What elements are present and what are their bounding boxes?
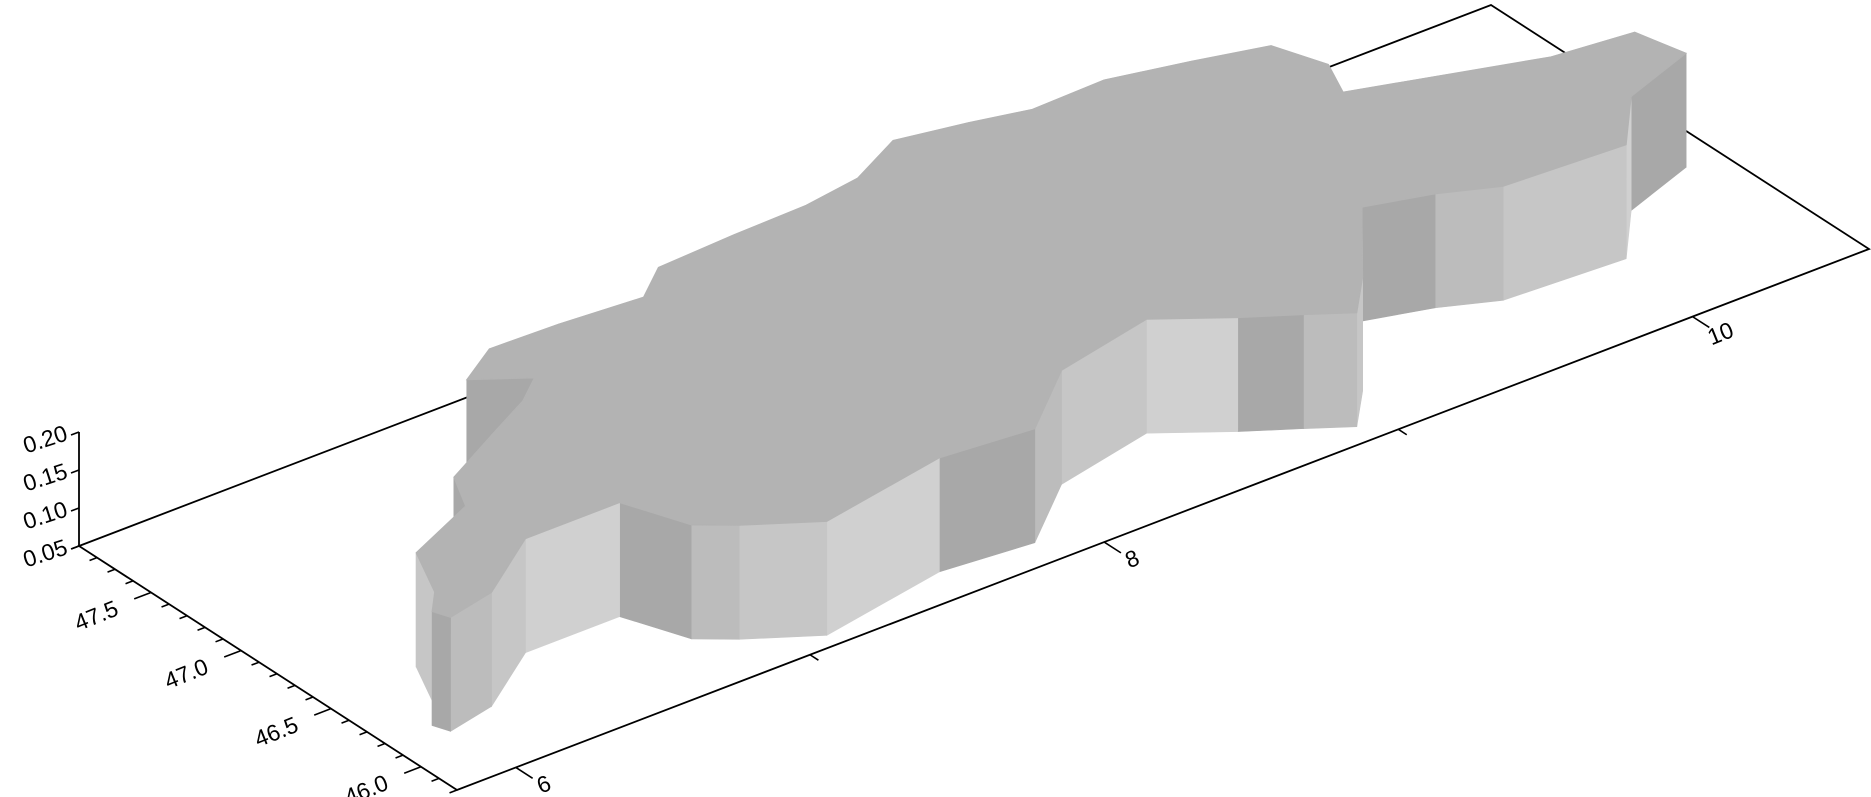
y-minor-tick <box>305 696 314 701</box>
y-minor-tick <box>395 754 404 759</box>
y-minor-tick <box>179 614 188 620</box>
y-minor-tick <box>359 731 368 736</box>
x-minor-tick <box>1397 428 1408 436</box>
y-minor-tick <box>287 684 296 690</box>
region-wall <box>1237 314 1304 432</box>
y-tick-label: 47.0 <box>160 653 211 694</box>
z-tick-label: 0.05 <box>20 534 71 573</box>
region-wall <box>431 611 451 732</box>
z-tick-label: 0.20 <box>20 420 71 459</box>
y-minor-tick <box>197 626 206 631</box>
region-wall <box>1434 185 1504 309</box>
x-tick <box>1692 315 1710 329</box>
y-tick-label: 47.5 <box>70 595 121 636</box>
y-minor-tick <box>449 789 458 794</box>
x-tick-label: 6 <box>533 770 555 797</box>
x-tick <box>1103 541 1122 554</box>
y-minor-tick <box>377 742 386 748</box>
y-tick <box>223 649 242 658</box>
region-wall <box>1361 193 1436 322</box>
y-minor-tick <box>89 556 98 562</box>
y-minor-tick <box>125 580 134 585</box>
z-tick-label: 0.15 <box>20 458 71 497</box>
x-tick-label: 8 <box>1121 544 1143 573</box>
y-minor-tick <box>161 603 170 608</box>
y-minor-tick <box>251 661 260 666</box>
region-wall <box>691 524 740 640</box>
region-wall <box>738 521 828 640</box>
z-tick <box>70 469 80 474</box>
y-tick <box>133 591 152 600</box>
y-tick-label: 46.5 <box>250 711 301 752</box>
y-minor-tick <box>215 638 224 643</box>
x-minor-tick <box>809 654 819 661</box>
z-tick <box>70 545 80 550</box>
region-wall <box>619 502 693 640</box>
x-tick <box>515 766 534 779</box>
extruded-region <box>415 31 1688 732</box>
x-tick-label: 10 <box>1704 316 1737 350</box>
y-minor-tick <box>431 777 440 782</box>
z-tick <box>70 507 80 512</box>
y-tick <box>313 707 332 716</box>
y-minor-tick <box>107 568 116 573</box>
z-tick <box>70 431 80 436</box>
z-tick-label: 0.10 <box>20 496 71 535</box>
y-minor-tick <box>341 719 350 724</box>
region-wall <box>1146 317 1239 434</box>
y-minor-tick <box>269 673 278 678</box>
y-tick <box>403 766 422 774</box>
region-wall <box>1303 312 1358 429</box>
y-tick-label: 46.0 <box>340 769 391 797</box>
region-top <box>415 31 1688 618</box>
